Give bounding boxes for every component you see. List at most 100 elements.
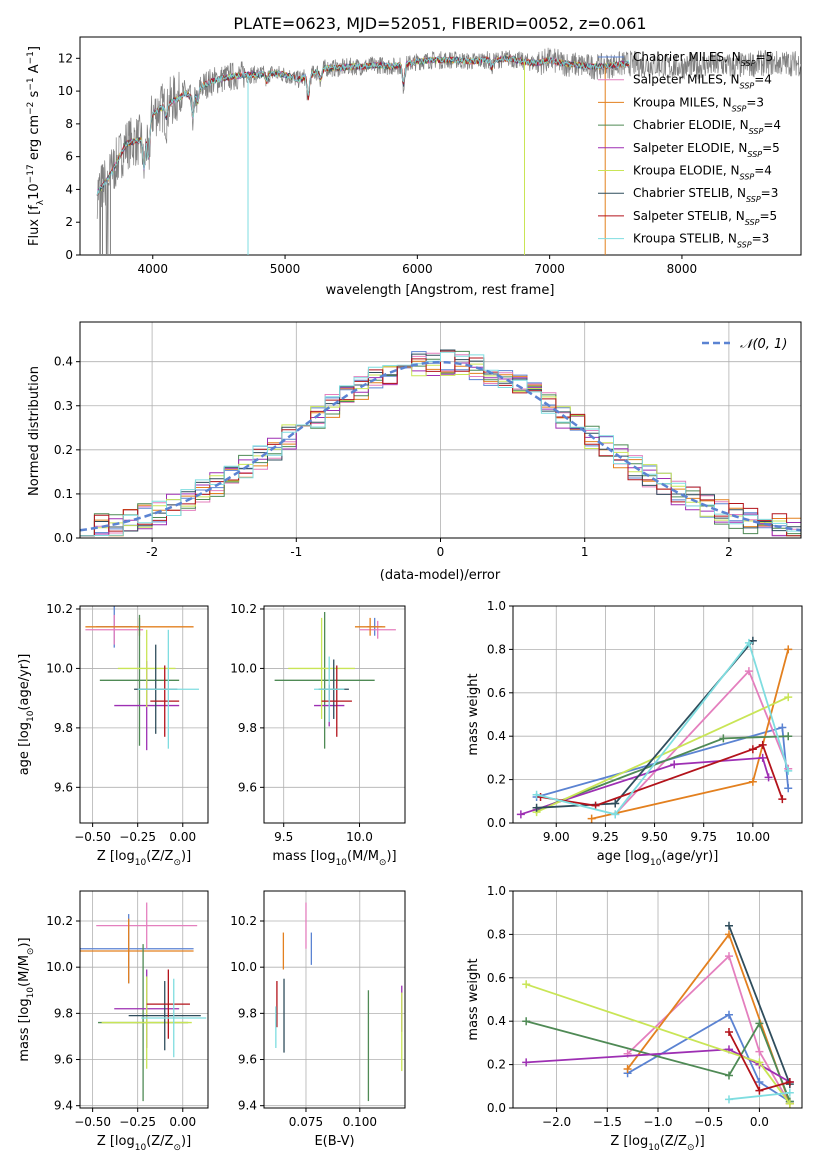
weight-series-line	[626, 954, 791, 1105]
weight-point-marker	[784, 732, 793, 741]
label-part: age [log	[17, 722, 32, 775]
y-axis-label: mass weight	[466, 673, 481, 755]
legend-sub: SSP	[732, 104, 747, 113]
weight-series-line	[728, 925, 791, 1085]
y-tick-label: 8	[65, 117, 73, 131]
plot-content	[96, 47, 801, 255]
x-tick-label: 9.00	[543, 830, 570, 844]
axes-frame	[263, 605, 406, 824]
weight-point-marker	[784, 784, 793, 793]
axes-frame	[512, 605, 803, 824]
page-title: PLATE=0623, MJD=52051, FIBERID=0052, z=0…	[233, 14, 646, 33]
axes-frame	[512, 890, 803, 1109]
x-tick-label: 2	[725, 545, 733, 559]
spectrum-panel: 4000 5000 6000 7000 8000 0 2 4 6 8 10 12 Chabrier M…	[26, 36, 802, 298]
x-tick-label: -1	[290, 545, 302, 559]
weight-point-marker	[532, 803, 541, 812]
label-part: −17	[26, 164, 36, 183]
label-part: A	[27, 64, 42, 77]
label-part: (age/yr)]	[661, 849, 718, 864]
residuals-axes-frame	[79, 321, 802, 539]
x-tick-label: −1.0	[643, 1115, 672, 1129]
x-axis-label: Z [log10(Z/Z⊙)]	[97, 1134, 191, 1153]
weight-point-marker	[764, 773, 773, 782]
legend-name: Kroupa STELIB, N	[633, 232, 737, 246]
legend-sub: SSP	[741, 59, 756, 68]
weight-point-marker	[591, 801, 600, 810]
weight-point-marker	[724, 921, 733, 930]
label-part: (Z/Z	[660, 1134, 687, 1149]
residuals-legend: 𝒩(0, 1)	[702, 337, 787, 352]
x-tick-label: 9.75	[690, 830, 717, 844]
model-spectrum-line	[96, 55, 630, 196]
residuals-plot-area: -2 -1 0 1 2 0.0 0.1 0.2 0.3 0.4	[54, 322, 801, 559]
weight-point-marker	[784, 693, 793, 702]
model-spectrum-line	[96, 55, 630, 196]
weight-point-marker	[719, 734, 728, 743]
data-spectrum-line	[96, 47, 801, 255]
legend-normal-label: 𝒩(0, 1)	[740, 337, 787, 352]
weight-point-marker	[532, 790, 541, 799]
weight-point-marker	[744, 667, 753, 676]
y-axis-label: age [log10(age/yr)]	[17, 654, 36, 776]
mass-vs-metallicity-panel: −0.50 −0.25 0.009.49.69.810.010.2Z [log10(…	[17, 890, 209, 1153]
x-tick-label: −0.5	[694, 1115, 723, 1129]
residual-histogram-step	[80, 351, 801, 538]
weight-point-marker	[748, 777, 757, 786]
label-part: age [log	[597, 849, 650, 864]
weight-point-marker	[778, 723, 787, 732]
legend-value: =3	[761, 186, 779, 200]
label-part: Z [log	[97, 1134, 135, 1149]
x-tick-label: 9.5	[274, 830, 293, 844]
legend-label: Kroupa STELIB, NSSP=3	[633, 232, 769, 250]
y-tick-label: 0.6	[487, 971, 506, 985]
label-part: −1	[26, 77, 36, 90]
weight-vs-age-panel: 9.00 9.25 9.50 9.75 10.00 0.0 0.2 0.4 0.6 0.8 1.0 a…	[466, 599, 803, 868]
model-spectrum-line	[96, 56, 630, 196]
y-tick-label: 10.2	[46, 914, 73, 928]
plot-content	[275, 902, 403, 1102]
x-tick-label: 7000	[534, 262, 565, 276]
x-tick-label: −0.25	[119, 1115, 156, 1129]
y-tick-label: 10.2	[230, 914, 257, 928]
age-vs-mass-panel: 9.5 10.0 9.6 9.8 10.0 10.2 mass [log10(M/M⊙)]	[230, 602, 406, 868]
legend-sub: SSP	[747, 149, 762, 158]
label-part: Z [log	[610, 1134, 648, 1149]
y-tick-label: 0.8	[487, 927, 506, 941]
legend-name: Salpeter ELODIE, N	[633, 141, 747, 155]
legend-label: Salpeter STELIB, NSSP=5	[633, 209, 777, 227]
y-tick-label: 12	[58, 51, 73, 65]
weight-point-marker	[778, 795, 787, 804]
x-tick-label: 0.00	[169, 830, 196, 844]
label-part: )]	[17, 937, 32, 947]
axes-frame	[79, 890, 209, 1109]
weight-point-marker	[724, 1071, 733, 1080]
label-part: )]	[181, 1134, 191, 1149]
model-spectrum-line	[96, 54, 630, 196]
label-part: 10	[26, 710, 36, 722]
label-part: ⊙	[687, 1143, 695, 1153]
y-tick-label: 10.0	[46, 661, 73, 675]
y-tick-label: 0.2	[487, 1058, 506, 1072]
weight-point-marker	[724, 1095, 733, 1104]
y-tick-label: 10.2	[46, 602, 73, 616]
weight-point-marker	[785, 1088, 794, 1097]
x-axis-label: Z [log10(Z/Z⊙)]	[610, 1134, 704, 1153]
legend-sub: SSP	[746, 195, 761, 204]
axes-frame	[263, 890, 406, 1109]
weight-point-marker	[755, 1077, 764, 1086]
y-tick-label: 6	[65, 150, 73, 164]
x-tick-label: 1	[581, 545, 589, 559]
legend-label: Kroupa MILES, NSSP=3	[633, 95, 764, 113]
y-tick-label: 9.8	[54, 1006, 73, 1020]
label-part: 10	[648, 1143, 660, 1153]
weight-point-marker	[724, 1028, 733, 1037]
label-part: ⊙	[173, 858, 181, 868]
x-tick-label: 0	[437, 545, 445, 559]
label-part: (M/M	[347, 849, 379, 864]
legend-sub: SSP	[740, 172, 755, 181]
weight-point-marker	[784, 645, 793, 654]
label-part: Z [log	[97, 849, 135, 864]
legend-label: Salpeter MILES, NSSP=4	[633, 73, 772, 91]
weight-point-marker	[724, 1010, 733, 1019]
